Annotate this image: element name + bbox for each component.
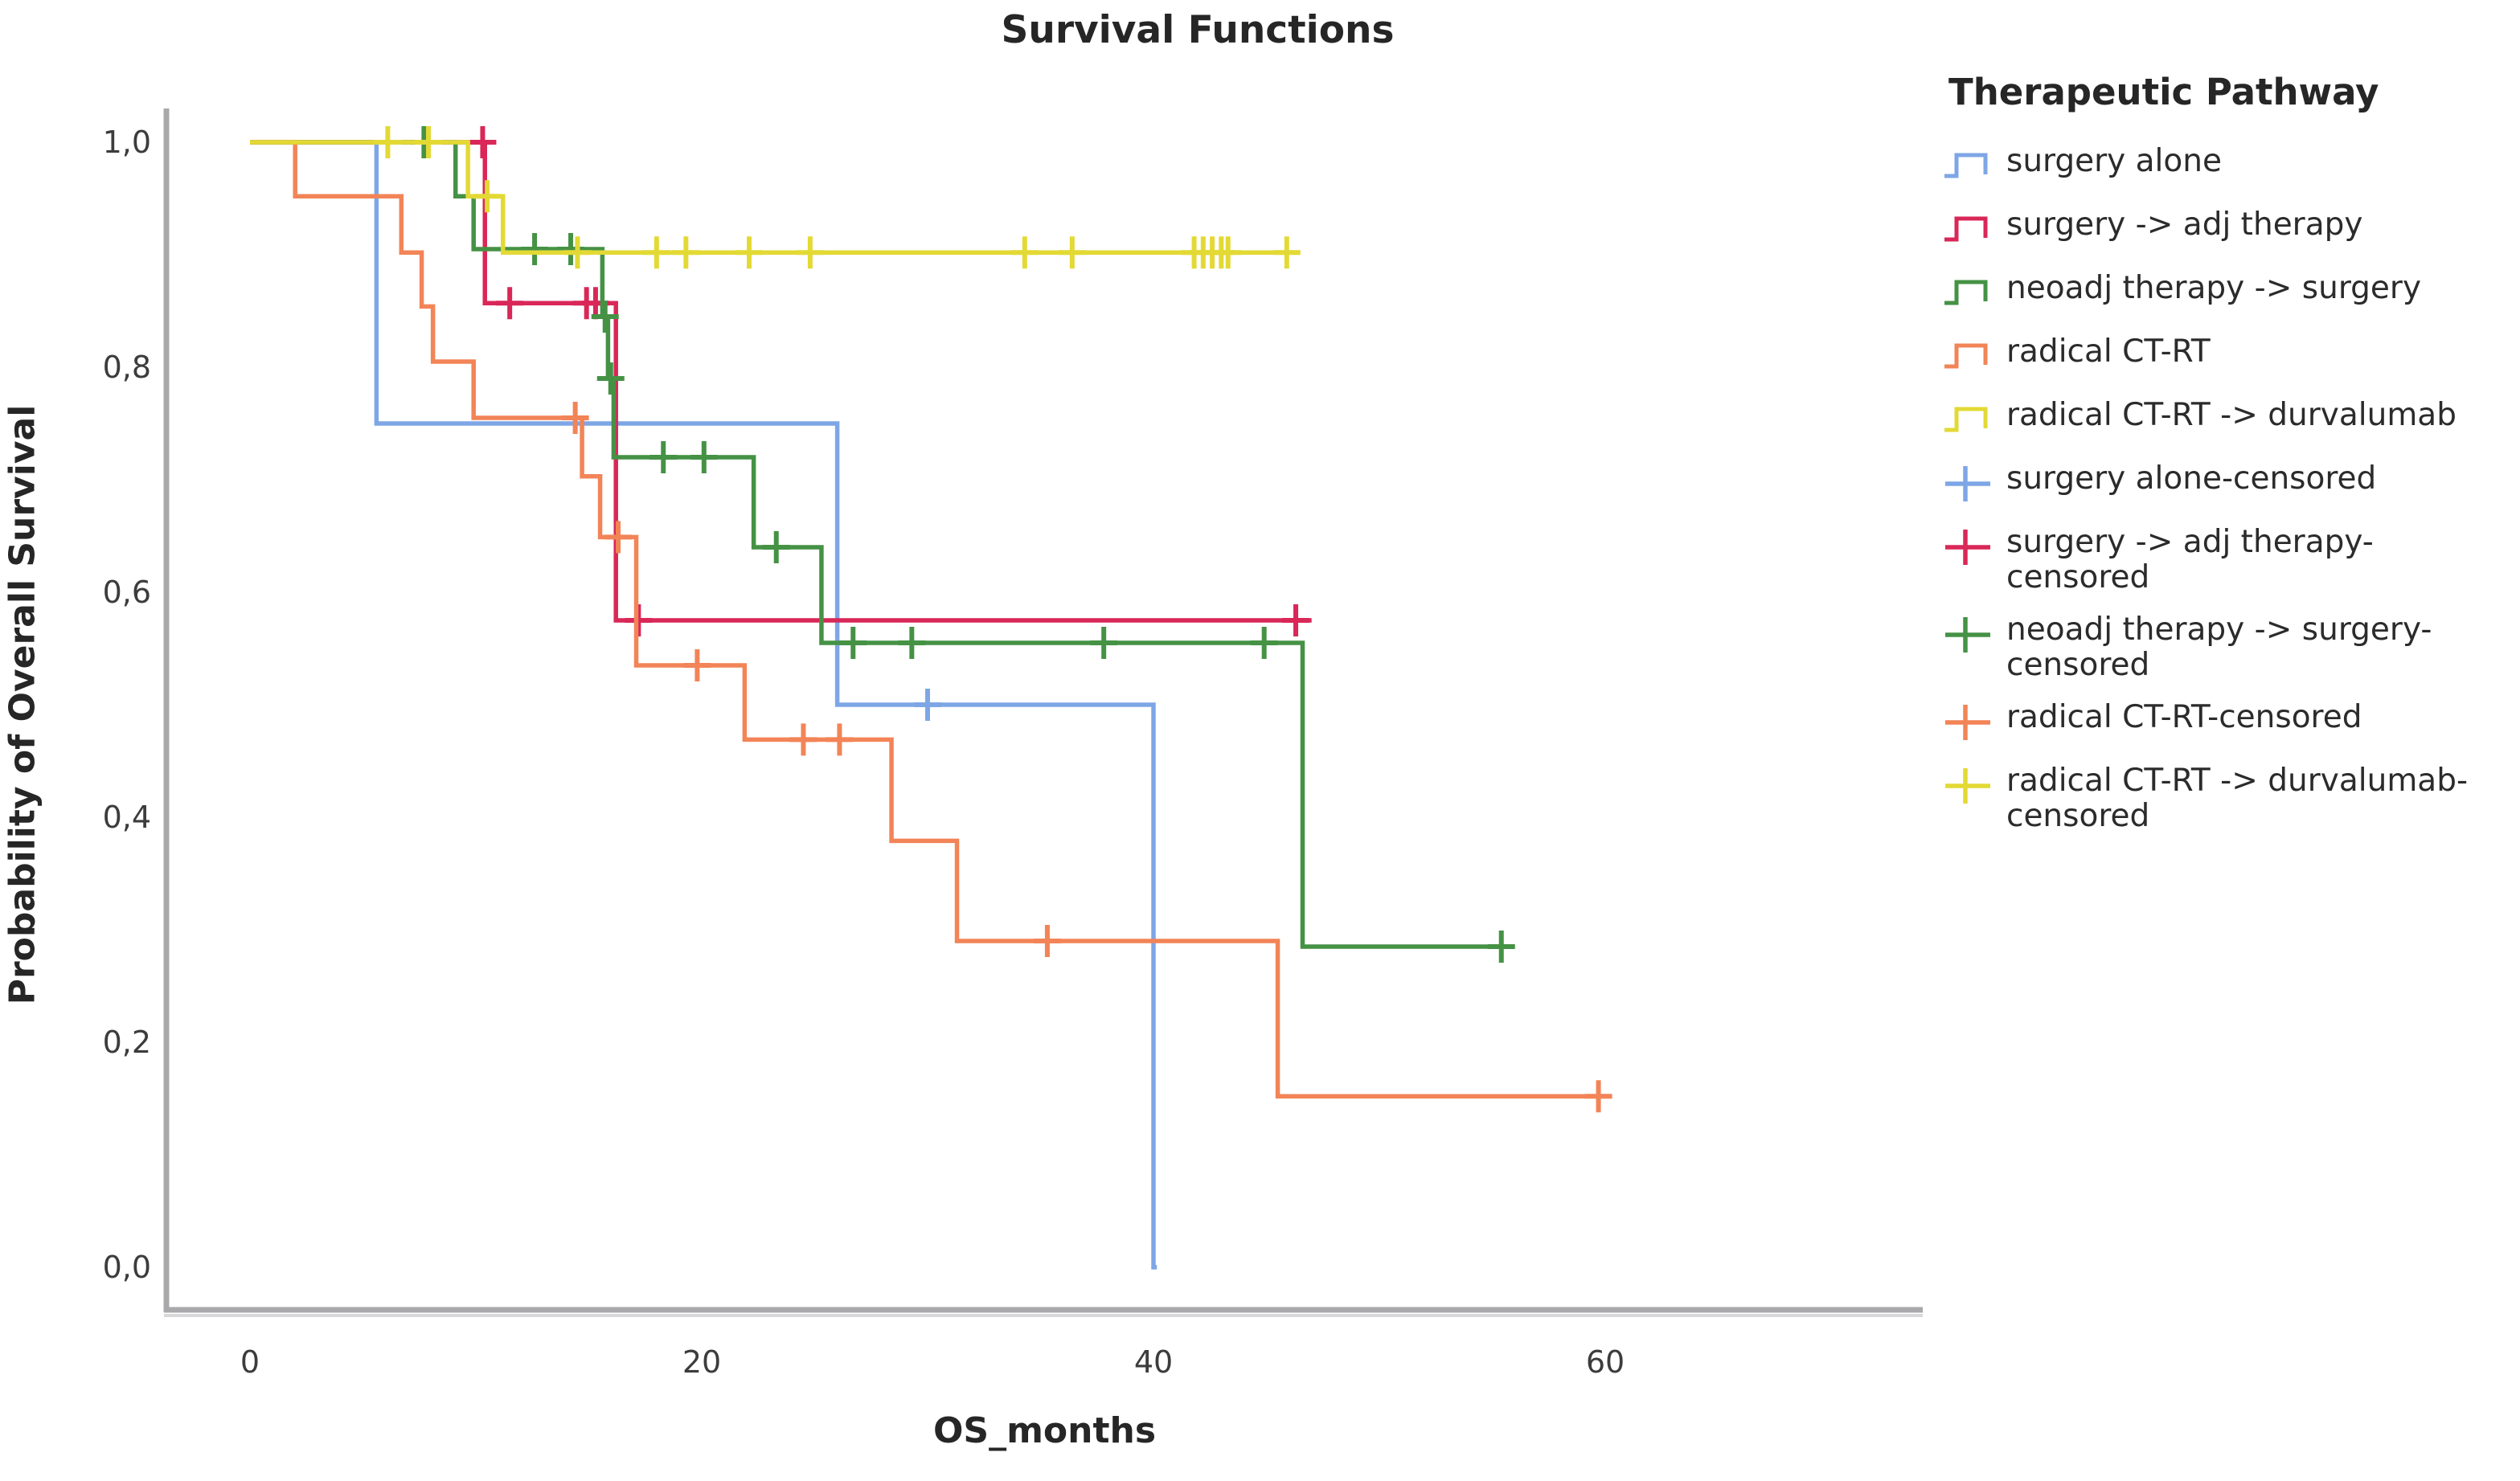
legend-item-surgery-adj-therapy-censored: surgery -> adj therapy-censored (1944, 524, 2518, 596)
censor-mark-neoadj-therapy-surgery (557, 233, 585, 265)
censored-plus-icon (1944, 526, 2006, 571)
censor-mark-neoadj-therapy-surgery (521, 233, 549, 265)
legend-item-radical-ct-rt-durvalumab: radical CT-RT -> durvalumab (1944, 397, 2518, 444)
censor-mark-radical-ct-rt-durvalumab (374, 126, 402, 158)
curve-radical-ct-rt (250, 140, 1610, 1098)
legend-item-surgery-alone: surgery alone (1944, 143, 2518, 190)
legend-item-label: radical CT-RT-censored (2006, 699, 2362, 736)
censor-mark-radical-ct-rt-durvalumab (672, 236, 700, 269)
censor-mark-surgery-adj-therapy (496, 287, 524, 320)
legend: Therapeutic Pathway surgery alone surgery… (1944, 71, 2518, 834)
x-tick-label: 40 (1134, 1344, 1173, 1380)
censor-mark-neoadj-therapy-surgery (649, 441, 678, 473)
legend-item-surgery-adj-therapy: surgery -> adj therapy (1944, 207, 2518, 254)
censor-mark-neoadj-therapy-surgery (591, 301, 619, 333)
censor-mark-radical-ct-rt (789, 723, 817, 756)
legend-item-neoadj-therapy-surgery: neoadj therapy -> surgery (1944, 270, 2518, 317)
censor-mark-radical-ct-rt-durvalumab (473, 180, 502, 213)
y-tick-label: 0,6 (103, 575, 151, 610)
y-tick-label: 0,8 (103, 350, 151, 385)
censor-mark-radical-ct-rt-durvalumab (796, 236, 824, 269)
step-line-icon (1944, 399, 2006, 444)
censor-mark-radical-ct-rt-durvalumab (1010, 236, 1039, 269)
censor-mark-neoadj-therapy-surgery (762, 531, 790, 563)
legend-item-label: surgery -> adj therapy (2006, 207, 2363, 243)
legend-item-radical-ct-rt-durvalumab-censored: radical CT-RT -> durvalumab-censored (1944, 763, 2518, 834)
curve-neoadj-therapy-surgery (250, 140, 1509, 949)
step-line-icon (1944, 209, 2006, 254)
legend-title: Therapeutic Pathway (1948, 71, 2379, 113)
legend-item-radical-ct-rt-censored: radical CT-RT-censored (1944, 700, 2518, 747)
censor-mark-neoadj-therapy-surgery (1090, 627, 1118, 659)
censor-mark-radical-ct-rt (826, 723, 854, 756)
censor-mark-neoadj-therapy-surgery (596, 362, 625, 395)
legend-item-surgery-alone-censored: surgery alone-censored (1944, 460, 2518, 508)
curve-surgery-alone (250, 140, 1158, 1270)
censor-mark-radical-ct-rt (683, 649, 711, 681)
censored-plus-icon (1944, 765, 2006, 810)
series-radical-ct-rt-durvalumab (250, 126, 1301, 269)
step-line-icon (1944, 272, 2006, 317)
censor-mark-neoadj-therapy-surgery (1487, 931, 1515, 963)
y-tick-label: 1,0 (103, 125, 151, 160)
censor-mark-radical-ct-rt-durvalumab (414, 126, 442, 158)
censor-mark-neoadj-therapy-surgery (1250, 627, 1278, 659)
x-tick-label: 0 (240, 1344, 260, 1380)
censor-mark-surgery-adj-therapy (469, 126, 497, 158)
censor-mark-surgery-alone (914, 689, 941, 721)
censored-plus-icon (1944, 702, 2006, 747)
censor-mark-radical-ct-rt-durvalumab (1214, 236, 1242, 269)
series-surgery-alone (250, 140, 1158, 1270)
censor-mark-radical-ct-rt (1033, 925, 1061, 957)
censor-mark-neoadj-therapy-surgery (690, 441, 718, 473)
censored-plus-icon (1944, 463, 2006, 508)
legend-item-radical-ct-rt: radical CT-RT (1944, 333, 2518, 381)
legend-item-label: radical CT-RT -> durvalumab (2006, 397, 2456, 433)
censored-plus-icon (1944, 614, 2006, 659)
legend-item-label: surgery -> adj therapy-censored (2006, 524, 2374, 596)
legend-item-label: radical CT-RT (2006, 333, 2211, 370)
legend-item-label: radical CT-RT -> durvalumab-censored (2006, 763, 2469, 835)
y-tick-label: 0,2 (103, 1025, 151, 1060)
censor-mark-radical-ct-rt-durvalumab (1058, 236, 1086, 269)
censor-mark-radical-ct-rt-durvalumab (1272, 236, 1301, 269)
step-line-icon (1944, 145, 2006, 190)
censor-mark-surgery-adj-therapy (625, 604, 653, 636)
series-surgery-adj-therapy (250, 126, 1312, 636)
series-radical-ct-rt (250, 140, 1612, 1113)
legend-item-label: neoadj therapy -> surgery-censored (2006, 612, 2432, 684)
legend-item-label: surgery alone (2006, 143, 2222, 179)
censor-mark-radical-ct-rt-durvalumab (642, 236, 670, 269)
x-tick-label: 20 (682, 1344, 721, 1380)
legend-item-label: neoadj therapy -> surgery (2006, 270, 2422, 306)
censor-mark-radical-ct-rt (561, 402, 589, 434)
censor-mark-radical-ct-rt (604, 521, 633, 554)
legend-item-label: surgery alone-censored (2006, 460, 2377, 497)
y-axis-label: Probability of Overall Survival (2, 404, 43, 1005)
censor-mark-radical-ct-rt-durvalumab (736, 236, 764, 269)
y-tick-label: 0,4 (103, 800, 151, 835)
legend-items: surgery alone surgery -> adj therapy neoad… (1944, 143, 2518, 834)
step-line-icon (1944, 336, 2006, 381)
censor-mark-neoadj-therapy-surgery (839, 627, 867, 659)
curve-radical-ct-rt-durvalumab (250, 140, 1297, 255)
censor-mark-surgery-adj-therapy (1282, 604, 1310, 636)
censor-mark-neoadj-therapy-surgery (898, 627, 926, 659)
legend-item-neoadj-therapy-surgery-censored: neoadj therapy -> surgery-censored (1944, 612, 2518, 683)
censor-mark-radical-ct-rt (1584, 1080, 1612, 1113)
x-tick-label: 60 (1586, 1344, 1625, 1380)
censor-mark-radical-ct-rt-durvalumab (563, 236, 592, 269)
y-tick-label: 0,0 (103, 1250, 151, 1285)
chart-title: Survival Functions (1001, 8, 1395, 52)
x-axis-label: OS_months (932, 1410, 1157, 1451)
